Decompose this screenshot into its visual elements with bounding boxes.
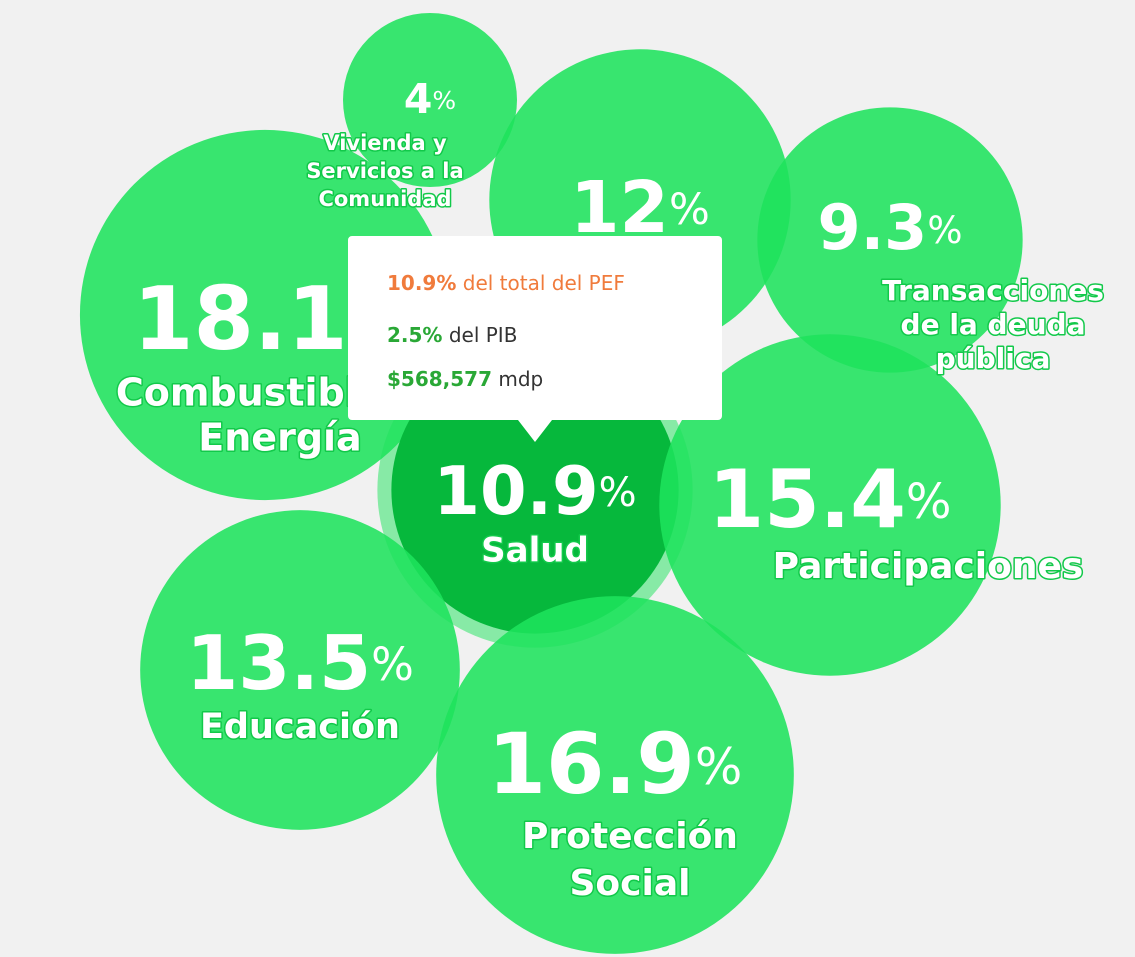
bubble-label: de la deuda xyxy=(901,308,1086,341)
value-number: 15.4 xyxy=(709,453,906,546)
bubble xyxy=(757,107,1023,373)
bubble xyxy=(343,13,517,187)
tooltip-text: del PIB xyxy=(449,323,518,347)
bubble xyxy=(140,510,460,830)
value-unit: % xyxy=(371,638,414,691)
bubble-value: 15.4% xyxy=(709,453,952,546)
tooltip-value: 2.5% xyxy=(387,323,442,347)
bubble-label: Energía xyxy=(198,416,361,460)
bubble-value: 12% xyxy=(570,166,710,249)
bubble-label: Salud xyxy=(481,531,589,571)
bubble-label: Transacciones xyxy=(882,274,1104,307)
bubble-value: 16.9% xyxy=(488,715,743,813)
bubble xyxy=(659,334,1001,676)
tooltip-text: mdp xyxy=(498,367,543,391)
value-unit: % xyxy=(599,470,637,516)
value-number: 13.5 xyxy=(186,619,371,707)
value-number: 10.9 xyxy=(433,452,598,530)
bubble-label: Social xyxy=(570,863,691,904)
tooltip-value: $568,577 xyxy=(387,367,492,391)
bubble-value: 10.9% xyxy=(433,452,636,530)
value-number: 12 xyxy=(570,166,669,249)
bubble-label: Vivienda y xyxy=(323,131,447,155)
value-unit: % xyxy=(669,185,710,235)
tooltip-box xyxy=(348,236,722,442)
value-number: 16.9 xyxy=(488,715,695,813)
tooltip-text: del total del PEF xyxy=(463,271,625,295)
tooltip-value: 10.9% xyxy=(387,271,456,295)
value-unit: % xyxy=(906,474,952,530)
bubble-label: Participaciones xyxy=(773,546,1084,587)
value-unit: % xyxy=(695,738,743,796)
bubble-label: Servicios a la xyxy=(306,159,463,183)
value-number: 4 xyxy=(404,75,433,123)
bubble-label: Educación xyxy=(200,707,400,747)
bubble-value: 9.3% xyxy=(817,191,962,264)
tooltip-line: 2.5% del PIB xyxy=(387,323,517,347)
value-number: 9.3 xyxy=(817,191,927,264)
bubble-value: 4% xyxy=(404,75,456,123)
bubble-value: 13.5% xyxy=(186,619,414,707)
value-number: 18.1 xyxy=(133,268,348,370)
tooltip: 10.9% del total del PEF 2.5% del PIB $56… xyxy=(348,236,722,442)
bubble-label: Comunidad xyxy=(318,187,451,211)
bubble-label: Protección xyxy=(522,816,738,857)
bubble xyxy=(436,596,794,954)
value-unit: % xyxy=(927,209,962,252)
tooltip-line: $568,577 mdp xyxy=(387,367,543,391)
bubble-label: pública xyxy=(936,342,1051,375)
value-unit: % xyxy=(432,86,456,115)
tooltip-line: 10.9% del total del PEF xyxy=(387,271,625,295)
